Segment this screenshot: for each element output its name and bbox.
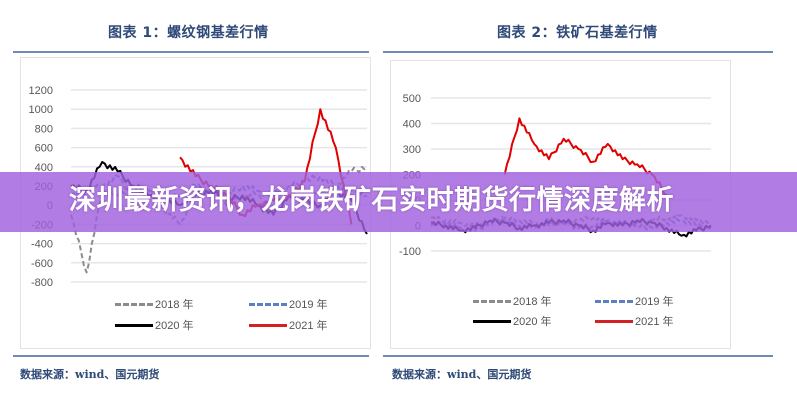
y-axis-tick: -800 <box>31 277 53 289</box>
y-axis-tick: -600 <box>31 258 53 270</box>
legend-item-2018: 2018 年 <box>473 293 552 309</box>
y-axis-tick: -400 <box>31 239 53 251</box>
legend-item-2018: 2018 年 <box>115 296 194 312</box>
solid-black-swatch <box>115 323 153 327</box>
data-source: 数据来源：wind、国元期货 <box>392 368 532 381</box>
dashed-blue-swatch <box>249 302 287 306</box>
legend-label: 2020 年 <box>155 320 194 332</box>
y-axis-tick: 400 <box>403 119 421 131</box>
legend-label: 2019 年 <box>635 296 674 308</box>
solid-black-swatch <box>473 319 511 323</box>
headline-banner: 深圳最新资讯，龙岗铁矿石实时期货行情深度解析 <box>0 172 797 232</box>
y-axis-tick: 400 <box>35 162 53 174</box>
y-axis-tick: 300 <box>403 144 421 156</box>
solid-red-swatch <box>249 323 287 327</box>
legend-item-2020: 2020 年 <box>473 313 552 329</box>
dashed-gray-swatch <box>473 299 511 303</box>
legend-label: 2021 年 <box>289 320 328 332</box>
chart-title: 图表 2：铁矿石基差行情 <box>497 25 658 41</box>
legend-item-2021: 2021 年 <box>249 317 328 333</box>
legend-label: 2018 年 <box>155 299 194 311</box>
legend-label: 2018 年 <box>513 296 552 308</box>
legend-label: 2019 年 <box>289 299 328 311</box>
legend-item-2019: 2019 年 <box>249 296 328 312</box>
solid-red-swatch <box>595 319 633 323</box>
legend-label: 2020 年 <box>513 316 552 328</box>
chart-title: 图表 1：螺纹钢基差行情 <box>108 25 269 41</box>
dashed-gray-swatch <box>115 302 153 306</box>
y-axis-tick: 1200 <box>29 85 53 97</box>
source-divider <box>13 355 369 357</box>
legend-item-2020: 2020 年 <box>115 317 194 333</box>
y-axis-tick: 600 <box>35 143 53 155</box>
y-axis-tick: 800 <box>35 123 53 135</box>
legend-item-2019: 2019 年 <box>595 293 674 309</box>
title-divider <box>383 51 773 53</box>
y-axis-tick: 500 <box>403 93 421 105</box>
dashed-blue-swatch <box>595 299 633 303</box>
legend-item-2021: 2021 年 <box>595 313 674 329</box>
source-divider <box>383 355 773 357</box>
series-line-2021 <box>503 117 668 196</box>
data-source: 数据来源：wind、国元期货 <box>20 368 160 381</box>
title-divider <box>13 51 369 53</box>
legend-label: 2021 年 <box>635 316 674 328</box>
y-axis-tick: -100 <box>399 246 421 258</box>
headline-title: 深圳最新资讯，龙岗铁矿石实时期货行情深度解析 <box>69 185 674 216</box>
y-axis-tick: 1000 <box>29 104 53 116</box>
